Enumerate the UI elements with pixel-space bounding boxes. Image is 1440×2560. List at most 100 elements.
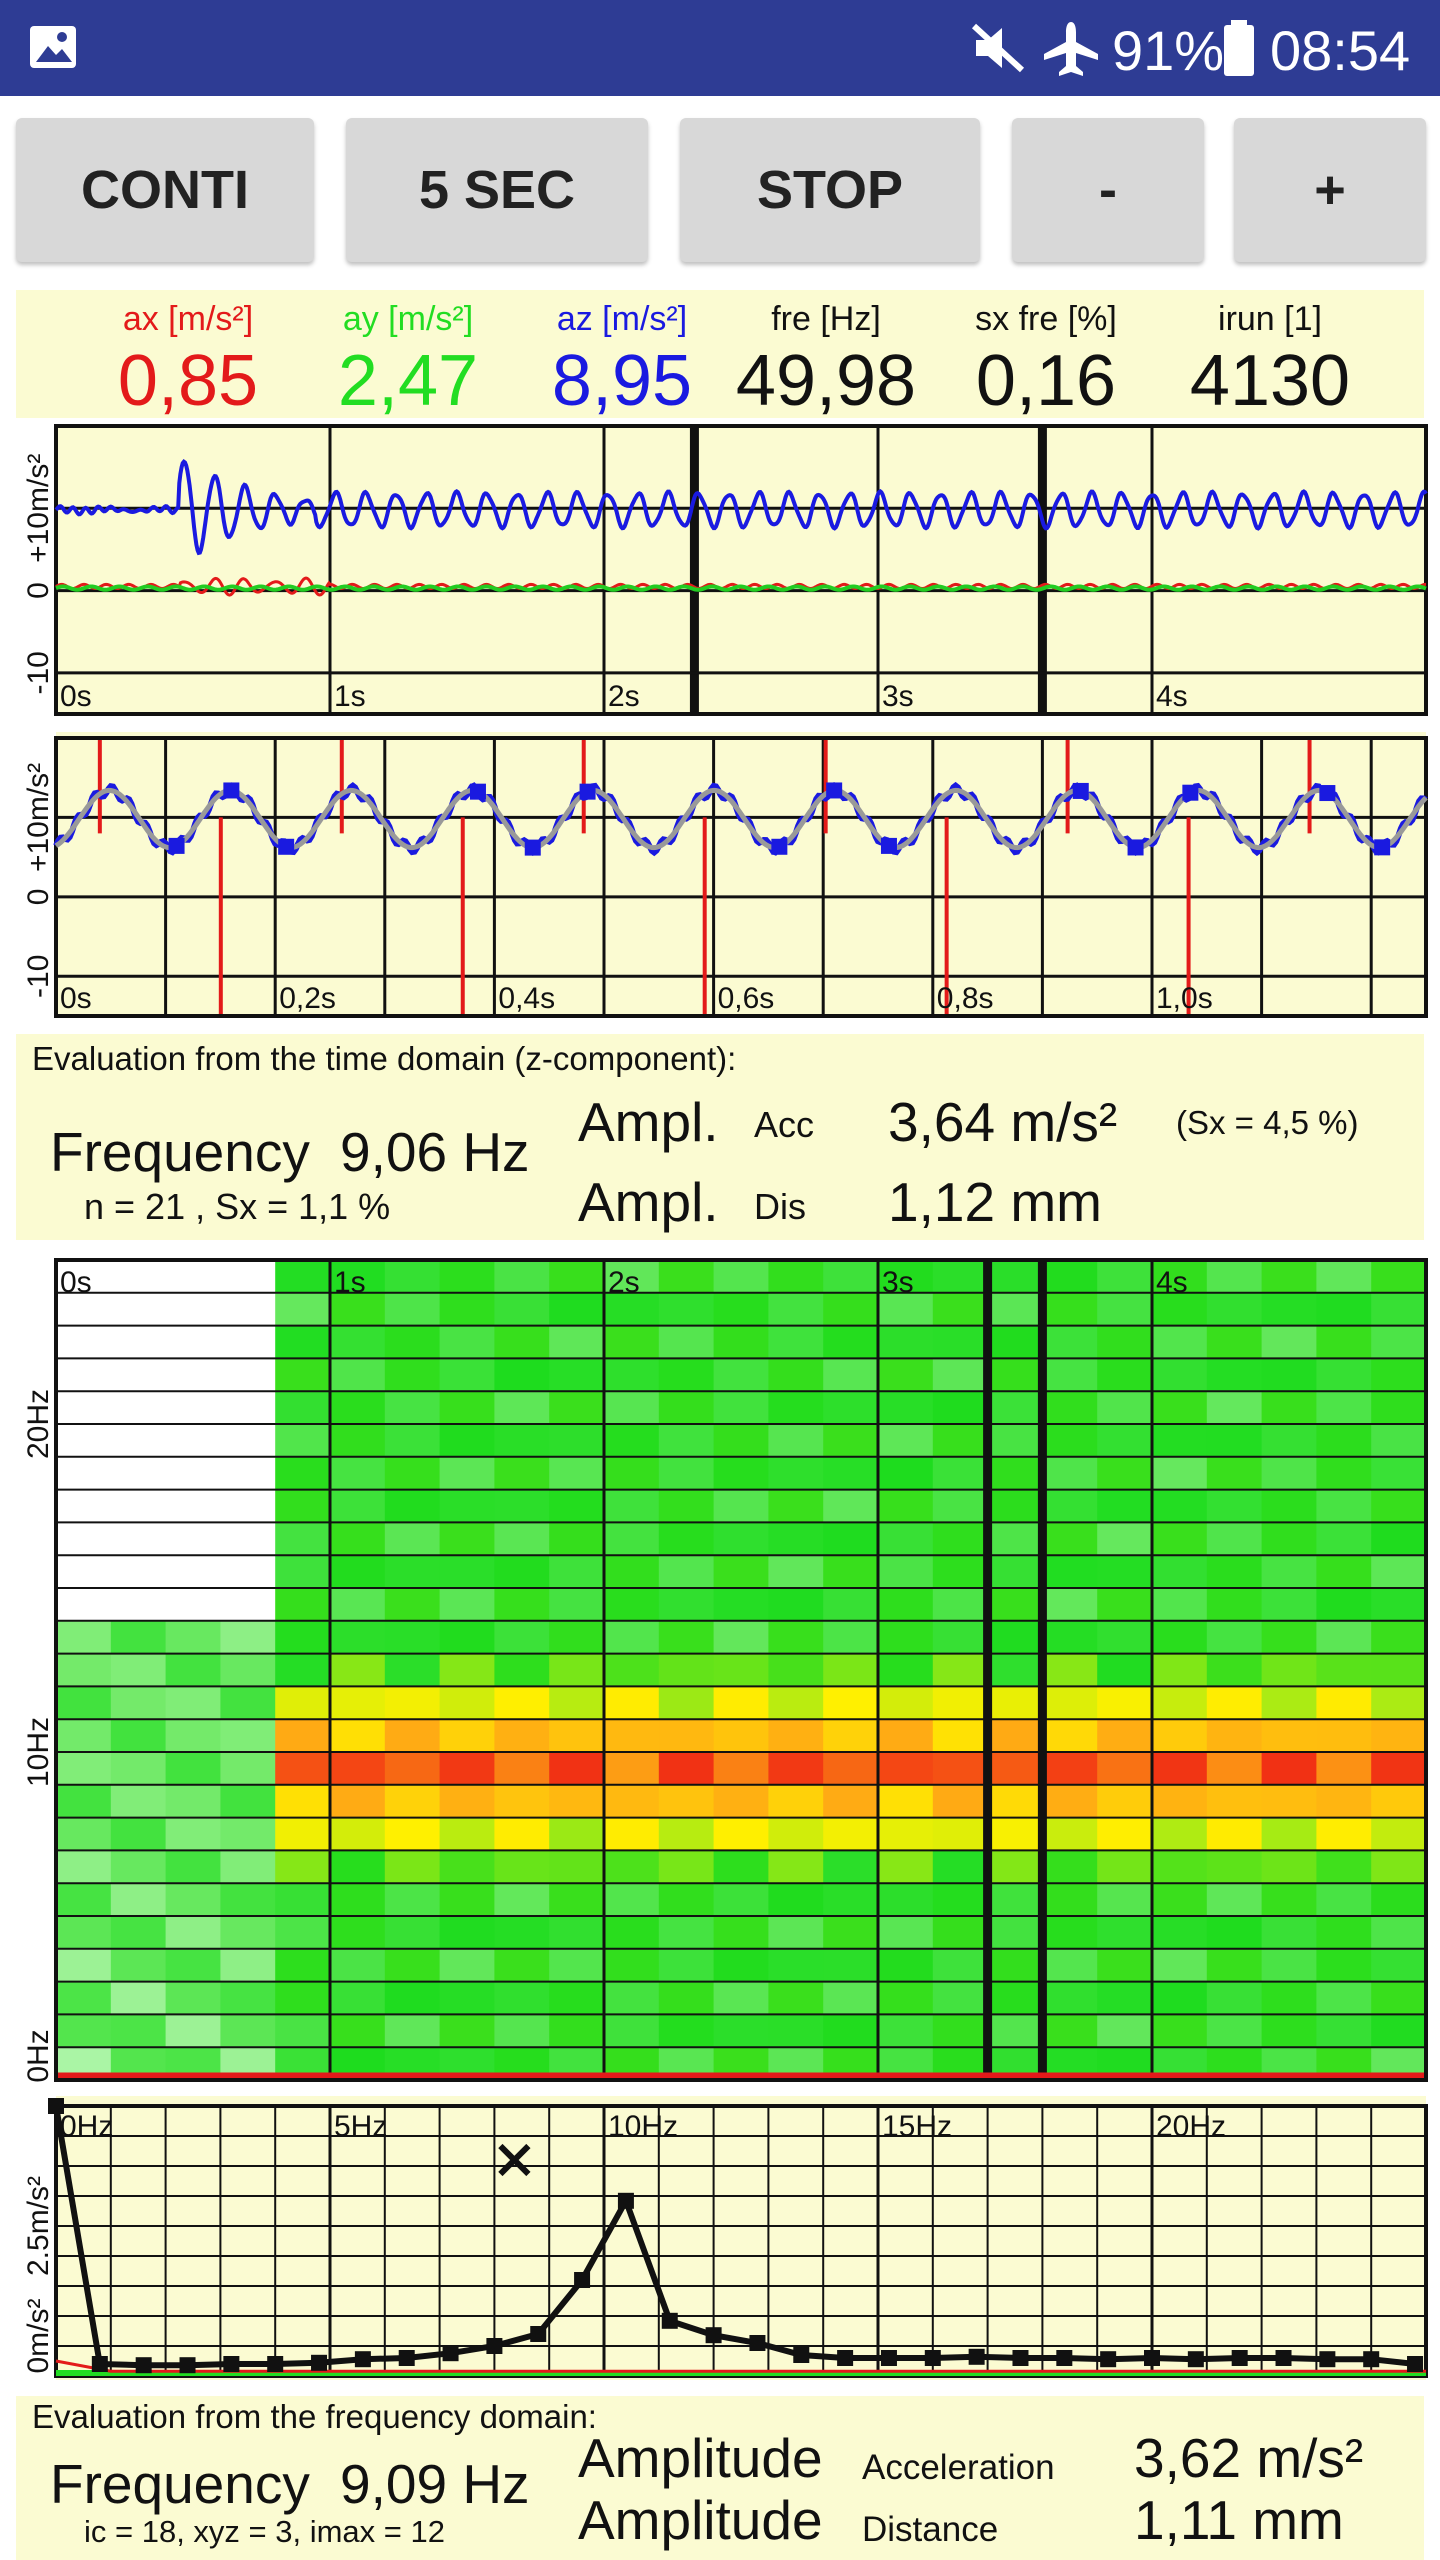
- heat-cell: [987, 1325, 1043, 1359]
- heat-cell: [932, 1522, 989, 1556]
- heat-cell: [494, 1752, 550, 1786]
- heat-cell: [1206, 1489, 1263, 1523]
- y-tick-label: 10Hz: [22, 1717, 55, 1787]
- heat-cell: [220, 1424, 276, 1458]
- heat-cell: [220, 1555, 276, 1589]
- heat-cell: [1152, 1653, 1208, 1687]
- heat-cell: [1261, 1424, 1317, 1458]
- heat-cell: [439, 1850, 495, 1884]
- heat-cell: [658, 1784, 715, 1819]
- heat-cell: [987, 1489, 1043, 1523]
- heat-cell: [932, 1325, 989, 1359]
- heat-cell: [987, 1981, 1043, 2015]
- heat-cell: [987, 1555, 1043, 1589]
- heat-cell: [658, 1522, 715, 1556]
- heat-cell: [768, 1489, 824, 1523]
- heat-cell: [1206, 1916, 1263, 1950]
- heat-cell: [1042, 1981, 1098, 2015]
- heat-cell: [932, 1686, 989, 1720]
- heat-cell: [275, 1817, 331, 1851]
- heat-cell: [384, 1850, 441, 1884]
- stop-button[interactable]: STOP: [680, 118, 980, 262]
- five-sec-button[interactable]: 5 SEC: [346, 118, 648, 262]
- conti-button[interactable]: CONTI: [16, 118, 314, 262]
- heat-cell: [275, 1653, 331, 1687]
- heat-cell: [330, 1752, 386, 1786]
- heat-cell: [658, 1456, 715, 1491]
- heat-cell: [494, 1489, 550, 1523]
- heat-cell: [1206, 1424, 1263, 1458]
- x-tick-label: 0Hz: [60, 2110, 113, 2143]
- heat-cell: [220, 1686, 276, 1720]
- heat-cell: [1152, 1850, 1208, 1884]
- plus-button[interactable]: +: [1234, 118, 1426, 262]
- heat-cell: [110, 1391, 167, 1425]
- heat-cell: [1316, 1620, 1372, 1655]
- heat-cell: [658, 1620, 715, 1655]
- heat-cell: [1261, 1653, 1317, 1687]
- heat-cell: [1152, 1817, 1208, 1851]
- y-tick-label: 20Hz: [22, 1389, 55, 1459]
- heat-cell: [932, 1948, 989, 1983]
- y-tick-label: 0m/s²: [22, 2298, 55, 2373]
- heat-cell: [1206, 1588, 1263, 1622]
- heat-cell: [1042, 1522, 1098, 1556]
- time-ampl-label-2: Ampl.: [578, 1171, 719, 1233]
- heat-cell: [713, 1588, 769, 1622]
- heat-cell: [1316, 1719, 1372, 1753]
- heat-cell: [165, 1719, 221, 1753]
- heat-cell: [823, 1981, 879, 2015]
- heat-cell: [987, 2014, 1043, 2048]
- heat-cell: [1097, 1292, 1153, 1327]
- freq-acc-value: 3,62 m/s²: [1134, 2427, 1364, 2489]
- heat-cell: [604, 1522, 660, 1556]
- heat-cell: [330, 1948, 386, 1983]
- spectrum-point: [617, 2192, 634, 2209]
- time-sx-note: (Sx = 4,5 %): [1176, 1104, 1359, 1141]
- peak-marker-icon: [498, 2143, 531, 2177]
- heat-cell: [439, 2014, 495, 2048]
- heat-cell: [987, 1817, 1043, 1851]
- spectrum-point: [530, 2326, 547, 2342]
- heat-cell: [165, 1817, 221, 1851]
- heat-cell: [56, 1686, 112, 1720]
- heat-cell: [384, 1981, 441, 2015]
- heat-cell: [604, 1817, 660, 1851]
- heat-cell: [658, 1391, 715, 1425]
- heat-cell: [1316, 1916, 1372, 1950]
- heat-cell: [932, 1981, 989, 2015]
- time-freq-value: 9,06 Hz: [340, 1121, 530, 1183]
- heat-cell: [604, 1653, 660, 1687]
- heat-cell: [713, 1883, 769, 1917]
- heat-cell: [165, 1391, 221, 1425]
- heat-cell: [1097, 1620, 1153, 1655]
- heat-cell: [494, 1817, 550, 1851]
- heat-cell: [604, 2014, 660, 2048]
- heat-cell: [604, 1784, 660, 1819]
- heat-cell: [1316, 1948, 1372, 1983]
- sample-point: [168, 837, 185, 854]
- heat-cell: [1316, 1817, 1372, 1851]
- spectrum-chart: 0Hz 5Hz 10Hz 15Hz 20Hz 0m/s² 2.5m/s²: [22, 2096, 1428, 2380]
- heat-cell: [439, 1292, 495, 1327]
- heat-cell: [439, 1424, 495, 1458]
- x-tick-label: 4s: [1156, 680, 1188, 713]
- heat-cell: [713, 1817, 769, 1851]
- heat-cell: [439, 1522, 495, 1556]
- spectrum-point: [354, 2351, 371, 2368]
- heat-cell: [768, 1424, 824, 1458]
- heat-cell: [165, 1883, 221, 1917]
- heat-cell: [1152, 1752, 1208, 1786]
- heat-cell: [494, 1292, 550, 1327]
- plot-area: [56, 732, 1426, 1016]
- spectrum-point: [1012, 2350, 1029, 2366]
- minus-button[interactable]: -: [1012, 118, 1204, 262]
- heat-cell: [1206, 1817, 1263, 1851]
- heat-cell: [878, 1817, 934, 1851]
- heat-cell: [439, 1358, 495, 1392]
- heat-cell: [604, 1260, 660, 1294]
- heat-cell: [549, 1817, 605, 1851]
- heat-cell: [1042, 1653, 1098, 1687]
- heat-cell: [330, 1489, 386, 1523]
- heat-cell: [823, 1719, 879, 1753]
